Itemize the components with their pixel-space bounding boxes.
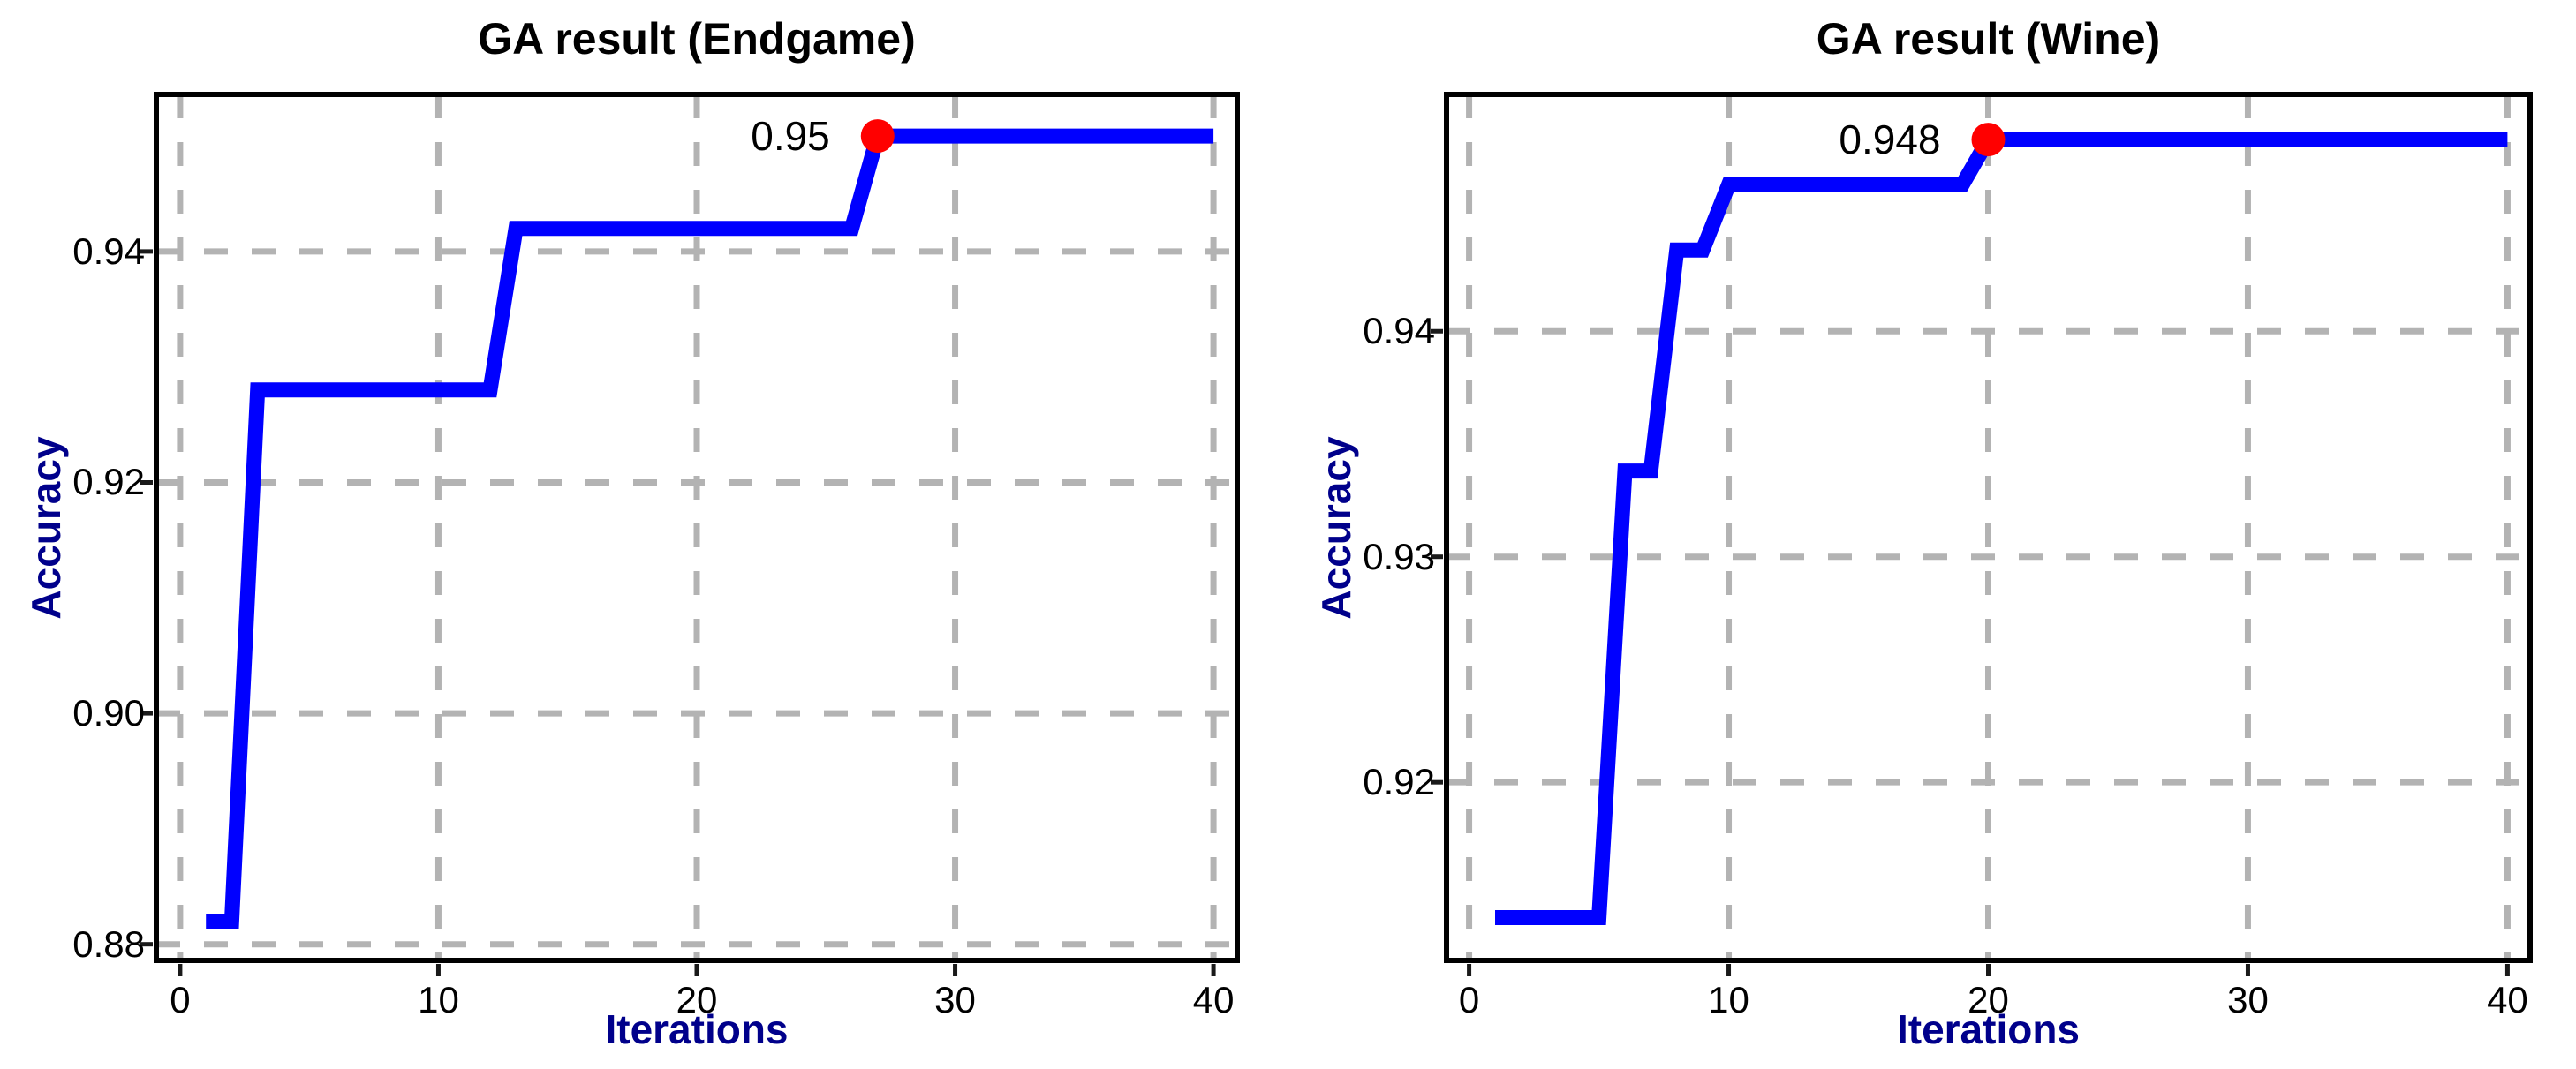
best-value-annotation: 0.95 [751,113,830,160]
x-tick-label: 20 [676,979,718,1020]
x-axis-label: Iterations [605,1006,789,1052]
x-tick-label: 10 [418,979,459,1020]
accuracy-line [1495,132,2508,925]
x-axis-label: Iterations [1896,1006,2081,1052]
x-tick-label: 40 [1192,979,1235,1020]
best-value-annotation: 0.948 [1839,117,1941,163]
y-tick-label: 0.90 [72,692,145,734]
chart-title: GA result (Wine) [1816,14,2161,64]
y-tick-label: 0.92 [1363,761,1435,803]
y-tick-label: 0.94 [1363,310,1435,352]
plot-frame [154,92,1240,963]
x-tick-label: 0 [170,979,191,1020]
chart-title: GA result (Endgame) [478,14,916,64]
x-tick-label: 10 [1708,979,1749,1020]
y-tick-label: 0.93 [1363,535,1435,577]
best-point-marker [1971,123,2006,157]
x-tick-label: 30 [934,979,976,1020]
x-tick-label: 0 [1458,979,1480,1020]
y-tick-label: 0.88 [72,922,145,965]
y-tick-label: 0.92 [72,461,145,503]
y-tick-label: 0.94 [72,230,145,272]
best-point-marker [860,119,895,154]
x-tick-label: 30 [2227,979,2269,1020]
x-tick-label: 40 [2487,979,2528,1020]
x-tick-label: 20 [1968,979,2009,1020]
plot-frame [1444,92,2533,963]
